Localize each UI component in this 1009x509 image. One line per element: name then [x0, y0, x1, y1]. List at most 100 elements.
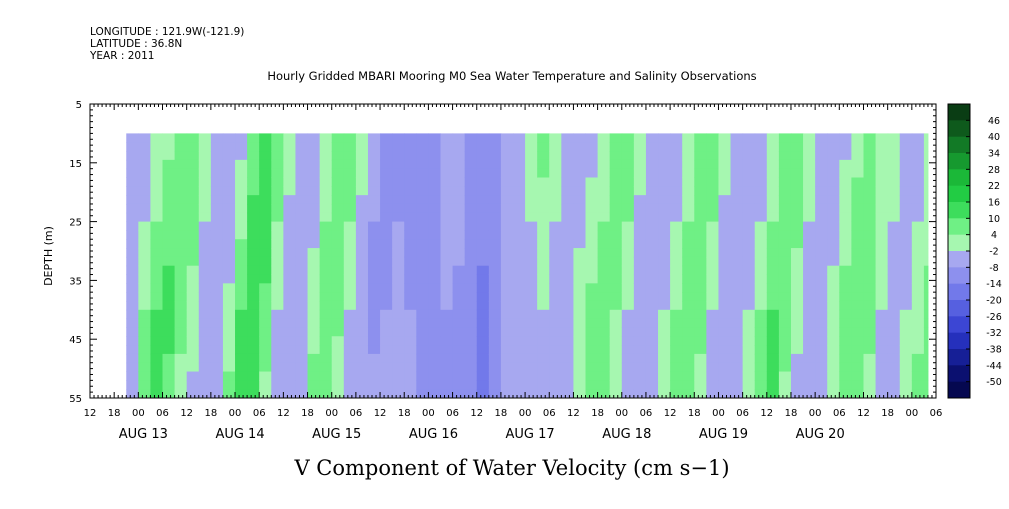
heatmap-cell — [452, 345, 466, 355]
heatmap-cell — [488, 195, 502, 205]
heatmap-cell — [645, 239, 659, 249]
heatmap-cell — [645, 133, 659, 143]
heatmap-cell — [549, 353, 562, 364]
heatmap-cell — [754, 239, 768, 249]
heatmap-cell — [863, 186, 877, 196]
heatmap-cell — [174, 133, 188, 143]
heatmap-cell — [380, 239, 393, 249]
heatmap-cell — [283, 336, 296, 346]
heatmap-cell — [210, 283, 224, 293]
heatmap-cell — [331, 186, 345, 196]
heatmap-cell — [778, 292, 792, 302]
heatmap-cell — [766, 345, 780, 355]
heatmap-cell — [742, 292, 756, 302]
heatmap-cell — [718, 195, 732, 205]
heatmap-cell — [367, 283, 381, 293]
heatmap-cell — [827, 168, 840, 178]
colorbar-swatch — [948, 185, 970, 203]
heatmap-cell — [645, 380, 659, 390]
heatmap-cell — [754, 168, 768, 178]
heatmap-cell — [319, 309, 333, 320]
heatmap-cell — [440, 362, 454, 373]
heatmap-cell — [404, 292, 417, 302]
heatmap-cell — [500, 371, 514, 381]
heatmap-cell — [162, 353, 176, 364]
heatmap-cell — [355, 362, 369, 373]
heatmap-cell — [815, 309, 828, 320]
heatmap-cell — [380, 221, 393, 231]
heatmap-cell — [452, 186, 466, 196]
heatmap-cell — [621, 309, 635, 320]
heatmap-cell — [259, 142, 272, 152]
heatmap-cell — [549, 186, 562, 196]
heatmap-cell — [609, 133, 623, 143]
heatmap-cell — [670, 283, 683, 293]
heatmap-cell — [561, 151, 574, 161]
heatmap-cell — [923, 389, 929, 399]
heatmap-cell — [186, 336, 200, 346]
heatmap-cell — [899, 203, 913, 214]
heatmap-cell — [331, 168, 345, 178]
heatmap-cell — [440, 239, 454, 249]
heatmap-cell — [295, 265, 309, 276]
heatmap-cell — [222, 168, 236, 178]
heatmap-cell — [670, 300, 683, 311]
heatmap-cell — [380, 248, 393, 258]
heatmap-cell — [404, 300, 417, 311]
heatmap-cell — [452, 327, 466, 337]
heatmap-cell — [621, 186, 635, 196]
heatmap-cell — [766, 239, 780, 249]
heatmap-cell — [597, 142, 611, 152]
heatmap-cell — [476, 239, 490, 249]
heatmap-cell — [355, 239, 369, 249]
heatmap-cell — [827, 221, 840, 231]
heatmap-cell — [682, 248, 695, 258]
heatmap-cell — [633, 168, 647, 178]
heatmap-cell — [911, 177, 925, 187]
x-tick-label: 12 — [857, 408, 870, 419]
heatmap-cell — [658, 212, 671, 223]
heatmap-cell — [911, 389, 925, 399]
heatmap-cells — [126, 133, 929, 399]
heatmap-cell — [525, 159, 538, 170]
heatmap-cell — [222, 353, 236, 364]
heatmap-cell — [682, 327, 695, 337]
heatmap-cell — [416, 292, 429, 302]
heatmap-cell — [851, 230, 864, 240]
heatmap-cell — [295, 300, 309, 311]
heatmap-cell — [887, 283, 901, 293]
heatmap-cell — [766, 283, 780, 293]
heatmap-cell — [766, 371, 780, 381]
heatmap-cell — [525, 221, 538, 231]
heatmap-cell — [271, 353, 284, 364]
heatmap-cell — [247, 239, 260, 249]
heatmap-cell — [319, 203, 333, 214]
heatmap-cell — [247, 142, 260, 152]
heatmap-cell — [247, 177, 260, 187]
heatmap-cell — [404, 230, 417, 240]
heatmap-cell — [186, 371, 200, 381]
heatmap-cell — [198, 265, 212, 276]
heatmap-cell — [126, 274, 139, 284]
heatmap-cell — [537, 230, 550, 240]
heatmap-cell — [863, 177, 877, 187]
heatmap-cell — [271, 380, 284, 390]
heatmap-cell — [633, 230, 647, 240]
heatmap-cell — [682, 168, 695, 178]
heatmap-cell — [331, 159, 345, 170]
heatmap-cell — [549, 256, 562, 267]
heatmap-cell — [730, 336, 744, 346]
heatmap-cell — [307, 300, 321, 311]
colorbar-swatch — [948, 234, 970, 252]
heatmap-cell — [198, 230, 212, 240]
heatmap-cell — [392, 362, 405, 373]
heatmap-cell — [126, 292, 139, 302]
heatmap-cell — [911, 230, 925, 240]
heatmap-cell — [343, 380, 357, 390]
heatmap-cell — [887, 142, 901, 152]
heatmap-cell — [561, 274, 574, 284]
heatmap-cell — [875, 142, 889, 152]
heatmap-cell — [827, 345, 840, 355]
heatmap-cell — [694, 230, 707, 240]
heatmap-cell — [645, 327, 659, 337]
